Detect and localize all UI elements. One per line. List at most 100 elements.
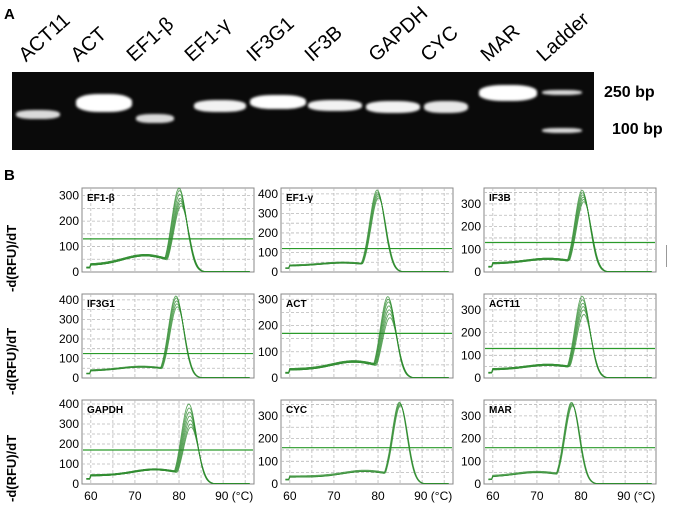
y-axis-label-row1: -d(RFU)/dT: [4, 224, 19, 292]
melt-curve-svg: 0 100 200 300 400 60 70 80 90 (°C) GAPDH: [59, 397, 255, 503]
y-tick-label: 200: [258, 432, 278, 446]
y-tick-label: 400: [59, 397, 79, 411]
plot-frame: [280, 187, 454, 273]
y-tick-label: 300: [258, 409, 278, 423]
y-tick-label: 300: [59, 189, 79, 203]
melt-curve-svg: 0 100 200 300 ACT11: [461, 293, 657, 385]
y-tick-label: 300: [461, 409, 481, 423]
gel-band: [542, 128, 582, 133]
lane-label-5: IF3B: [300, 21, 347, 67]
y-tick-label: 0: [72, 265, 79, 279]
plot-title: EF1-β: [87, 193, 115, 204]
gel-band: [424, 101, 468, 113]
y-tick-label: 0: [271, 371, 278, 385]
plot-frame: [483, 399, 657, 485]
melt-curve-plot-8: 0 100 200 300 60 70 80 90 (°C) MAR: [458, 394, 658, 506]
y-tick-label: 300: [258, 206, 278, 220]
gel-image: [12, 72, 594, 150]
lane-label-0: ACT11: [14, 9, 75, 67]
x-tick-label: 90 (°C): [617, 489, 655, 503]
plot-frame: [280, 293, 454, 379]
melt-curve-plot-2: 0 100 200 300 IF3B: [458, 182, 658, 294]
y-tick-label: 200: [461, 220, 481, 234]
lane-label-2: EF1-β: [122, 13, 179, 67]
melt-curve-line: [488, 314, 652, 378]
plot-title: ACT: [286, 299, 307, 310]
melt-curve-line: [86, 306, 250, 379]
panel-a-letter: A: [4, 6, 15, 23]
plot-title: IF3B: [489, 193, 511, 204]
melt-curve-line: [488, 405, 652, 484]
y-tick-label: 300: [59, 312, 79, 326]
y-tick-label: 100: [258, 245, 278, 259]
melt-curve-plot-0: 0 100 200 300 EF1-β: [56, 182, 256, 294]
melt-curve-svg: 0 100 200 300 60 70 80 90 (°C) MAR: [461, 399, 657, 503]
melt-curve-line: [285, 405, 449, 484]
y-tick-label: 200: [461, 326, 481, 340]
melt-curve-svg: 0 100 200 300 IF3B: [461, 187, 657, 279]
plot-title: ACT11: [489, 299, 521, 310]
melt-curve-line: [285, 197, 449, 273]
gel-band: [194, 100, 246, 112]
lane-label-4: IF3G1: [242, 12, 299, 67]
gel-band: [250, 95, 306, 109]
y-tick-label: 200: [59, 437, 79, 451]
x-tick-label: 80: [371, 489, 385, 503]
melt-curve-svg: 0 100 200 300 60 70 80 90 (°C) CYC: [258, 399, 454, 503]
melt-curve-line: [285, 317, 449, 378]
y-axis-label-row2: -d(RFU)/dT: [4, 327, 19, 395]
gel-band: [16, 110, 60, 119]
y-tick-label: 100: [258, 345, 278, 359]
panel-b-letter: B: [4, 167, 15, 184]
x-tick-label: 60: [84, 489, 98, 503]
x-tick-label: 80: [574, 489, 588, 503]
lane-label-1: ACT: [66, 23, 112, 67]
x-tick-label: 70: [530, 489, 544, 503]
y-tick-label: 100: [59, 457, 79, 471]
y-tick-label: 200: [59, 214, 79, 228]
y-tick-label: 100: [461, 454, 481, 468]
y-tick-label: 100: [461, 348, 481, 362]
y-tick-label: 200: [258, 226, 278, 240]
melt-curve-plot-5: 0 100 200 300 ACT11: [458, 288, 658, 400]
melt-curve-line: [86, 426, 250, 485]
y-tick-label: 0: [72, 371, 79, 385]
y-tick-label: 300: [59, 417, 79, 431]
lane-label-9: Ladder: [532, 8, 594, 67]
gel-band: [366, 101, 420, 113]
melt-curve-line: [488, 201, 652, 272]
gel-band: [308, 100, 362, 111]
plot-title: MAR: [489, 405, 513, 416]
x-tick-label: 70: [327, 489, 341, 503]
plot-title: GAPDH: [87, 405, 123, 416]
melt-curve-svg: 0 100 200 300 EF1-β: [59, 187, 255, 279]
x-tick-label: 80: [172, 489, 186, 503]
y-tick-label: 100: [461, 242, 481, 256]
y-tick-label: 0: [271, 477, 278, 491]
x-tick-label: 90 (°C): [414, 489, 452, 503]
melt-curve-svg: 0 100 200 300 400 EF1-γ: [258, 187, 454, 279]
y-tick-label: 0: [474, 371, 481, 385]
y-tick-label: 100: [59, 240, 79, 254]
plot-title: IF3G1: [87, 299, 115, 310]
gel-band: [136, 114, 174, 123]
divider-mark: [666, 245, 667, 267]
plot-title: EF1-γ: [286, 193, 314, 204]
y-tick-label: 200: [258, 319, 278, 333]
melt-curve-plot-1: 0 100 200 300 400 EF1-γ: [255, 182, 455, 294]
melt-curve-plot-4: 0 100 200 300 ACT: [255, 288, 455, 400]
melt-curve-plot-3: 0 100 200 300 400 IF3G1: [56, 288, 256, 400]
y-tick-label: 200: [461, 432, 481, 446]
y-tick-label: 300: [461, 303, 481, 317]
y-tick-label: 400: [59, 293, 79, 307]
size-marker-100: 100 bp: [612, 121, 663, 138]
x-tick-label: 60: [283, 489, 297, 503]
x-tick-label: 60: [486, 489, 500, 503]
y-tick-label: 0: [474, 265, 481, 279]
melt-curve-plot-7: 0 100 200 300 60 70 80 90 (°C) CYC: [255, 394, 455, 506]
y-tick-label: 200: [59, 332, 79, 346]
melt-curve-svg: 0 100 200 300 400 IF3G1: [59, 293, 255, 385]
x-tick-label: 70: [128, 489, 142, 503]
plot-title: CYC: [286, 405, 307, 416]
y-tick-label: 400: [258, 187, 278, 201]
